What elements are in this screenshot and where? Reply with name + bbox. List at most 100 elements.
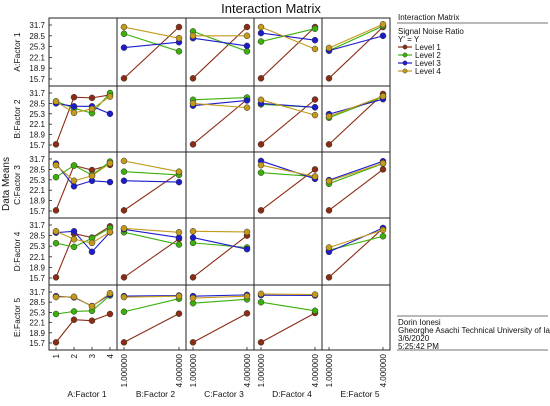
series-line <box>124 239 179 277</box>
y-tick-label: 31.7 <box>29 288 45 297</box>
y-tick-label: 18.9 <box>29 329 45 338</box>
data-point <box>89 318 95 324</box>
y-tick-label: 15.7 <box>29 339 45 348</box>
data-point <box>107 229 113 235</box>
y-tick-label: 25.3 <box>29 308 45 317</box>
legend-marker <box>403 61 407 65</box>
data-point <box>176 35 182 41</box>
data-point <box>326 75 332 81</box>
data-point <box>258 207 264 213</box>
data-point <box>176 311 182 317</box>
y-tick-label: 22.1 <box>29 120 45 129</box>
data-point <box>244 24 250 30</box>
series-line <box>261 294 315 295</box>
interaction-cell <box>258 291 318 345</box>
data-point <box>176 242 182 248</box>
data-point <box>53 141 59 147</box>
data-point <box>53 311 59 317</box>
data-point <box>121 45 127 51</box>
interaction-cell <box>190 24 250 81</box>
data-point <box>312 174 318 180</box>
column-factor-label: B:Factor 2 <box>136 389 175 399</box>
series-line <box>124 299 179 312</box>
series-line <box>329 164 383 184</box>
data-point <box>244 97 250 103</box>
data-point <box>71 178 77 184</box>
data-point <box>121 169 127 175</box>
data-point <box>244 293 250 299</box>
series-layer <box>53 21 386 345</box>
data-point <box>190 33 196 39</box>
y-tick-label: 28.5 <box>29 298 45 307</box>
series-line <box>329 228 383 277</box>
series-line <box>124 314 179 343</box>
interaction-cell <box>121 225 182 280</box>
x-tick-label: 4.000000 <box>243 353 252 387</box>
data-point <box>89 249 95 255</box>
y-tick-label: 15.7 <box>29 141 45 150</box>
data-point <box>107 94 113 100</box>
data-point <box>107 290 113 296</box>
y-tick-label: 25.3 <box>29 110 45 119</box>
data-point <box>380 166 386 172</box>
legend-marker <box>403 53 407 57</box>
data-point <box>312 166 318 172</box>
data-point <box>71 183 77 189</box>
data-point <box>190 274 196 280</box>
data-point <box>71 308 77 314</box>
footer-time: 5:25:42 PM <box>398 342 439 351</box>
interaction-cell <box>121 24 182 81</box>
data-point <box>121 294 127 300</box>
series-line <box>329 27 383 78</box>
legend-item-label: Level 4 <box>415 67 441 76</box>
x-tick-label: 1.000000 <box>325 353 334 387</box>
data-point <box>258 39 264 45</box>
legend-marker <box>403 45 407 49</box>
series-line <box>56 295 110 306</box>
y-tick-label: 18.9 <box>29 131 45 140</box>
data-point <box>176 229 182 235</box>
series-line <box>261 100 315 115</box>
x-tick-label: 1.000000 <box>120 353 129 387</box>
series-line <box>261 161 315 179</box>
data-point <box>380 93 386 99</box>
data-point <box>71 244 77 250</box>
interaction-cell <box>326 21 386 81</box>
interaction-cell <box>190 228 250 280</box>
data-point <box>121 274 127 280</box>
interaction-cell <box>258 24 318 81</box>
data-point <box>89 240 95 246</box>
data-point <box>258 30 264 36</box>
y-tick-label: 31.7 <box>29 155 45 164</box>
data-point <box>53 240 59 246</box>
y-tick-label: 18.9 <box>29 263 45 272</box>
data-point <box>176 169 182 175</box>
series-line <box>329 169 383 210</box>
y-tick-label: 25.3 <box>29 242 45 251</box>
data-point <box>244 229 250 235</box>
data-point <box>121 75 127 81</box>
data-point <box>244 105 250 111</box>
x-tick-label: 2 <box>70 353 79 358</box>
series-line <box>56 314 110 342</box>
series-line <box>193 313 247 342</box>
data-point <box>312 46 318 52</box>
series-line <box>193 236 247 278</box>
data-point <box>312 292 318 298</box>
data-point <box>71 163 77 169</box>
data-point <box>71 103 77 109</box>
interaction-cell <box>190 292 250 345</box>
data-point <box>190 339 196 345</box>
x-tick-label: 4.000000 <box>379 353 388 387</box>
data-point <box>380 233 386 239</box>
y-tick-label: 15.7 <box>29 207 45 216</box>
y-tick-label: 15.7 <box>29 75 45 84</box>
data-point <box>121 24 127 30</box>
data-point <box>312 112 318 118</box>
data-point <box>312 97 318 103</box>
y-tick-label: 25.3 <box>29 43 45 52</box>
data-point <box>89 303 95 309</box>
data-point <box>71 110 77 116</box>
